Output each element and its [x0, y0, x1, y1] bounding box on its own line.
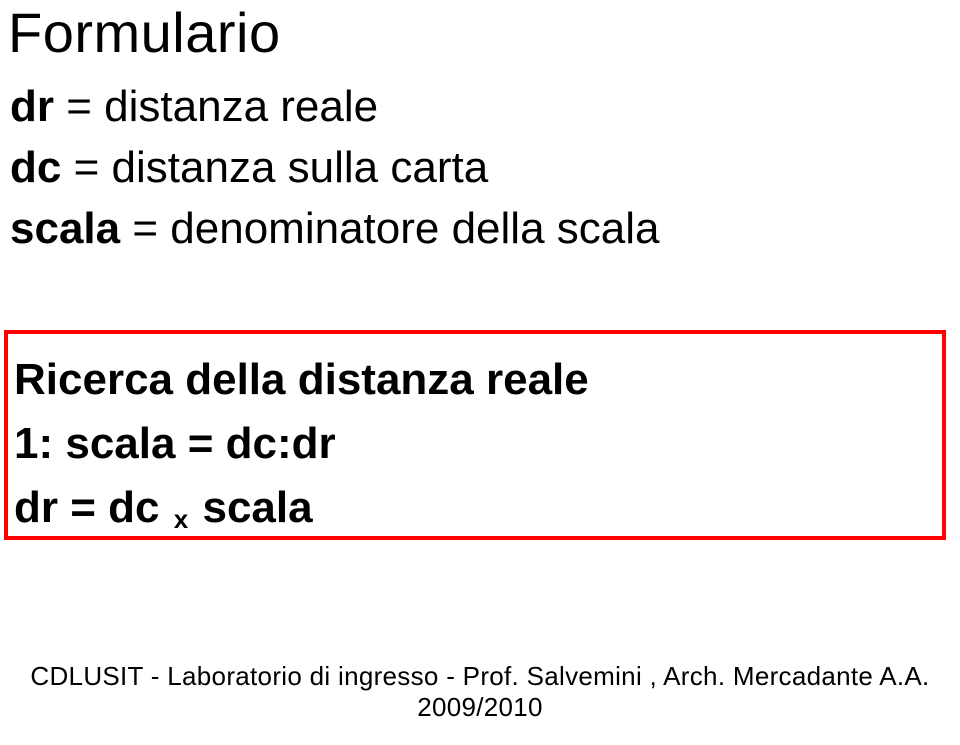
definitions-block: dr = distanza reale dc = distanza sulla … [10, 78, 659, 262]
def-desc: denominatore della scala [170, 204, 659, 253]
f1-eq: = [188, 419, 214, 468]
definition-row: dc = distanza sulla carta [10, 139, 659, 196]
f2-lhs: dr [14, 483, 58, 532]
def-desc: distanza reale [104, 82, 378, 131]
definition-row: scala = denominatore della scala [10, 200, 659, 257]
def-eq: = [74, 143, 100, 192]
box-formula-2: dr = dc x scala [14, 476, 936, 540]
def-term: dr [10, 82, 54, 131]
footer-text: CDLUSIT - Laboratorio di ingresso - Prof… [0, 661, 960, 723]
box-heading: Ricerca della distanza reale [14, 348, 936, 412]
formula-box: Ricerca della distanza reale 1: scala = … [4, 330, 946, 540]
f2-eq: = [70, 483, 96, 532]
def-eq: = [66, 82, 92, 131]
f2-rhs: scala [202, 483, 312, 532]
f2-mid: dc [108, 483, 159, 532]
f1-rhs: dc:dr [226, 419, 336, 468]
page-title: Formulario [8, 0, 281, 65]
f1-prefix: 1: scala [14, 419, 175, 468]
box-formula-1: 1: scala = dc:dr [14, 412, 936, 476]
def-desc: distanza sulla carta [112, 143, 489, 192]
definition-row: dr = distanza reale [10, 78, 659, 135]
f2-op: x [172, 504, 190, 534]
def-eq: = [132, 204, 158, 253]
def-term: scala [10, 204, 120, 253]
def-term: dc [10, 143, 61, 192]
slide-page: Formulario dr = distanza reale dc = dist… [0, 0, 960, 745]
